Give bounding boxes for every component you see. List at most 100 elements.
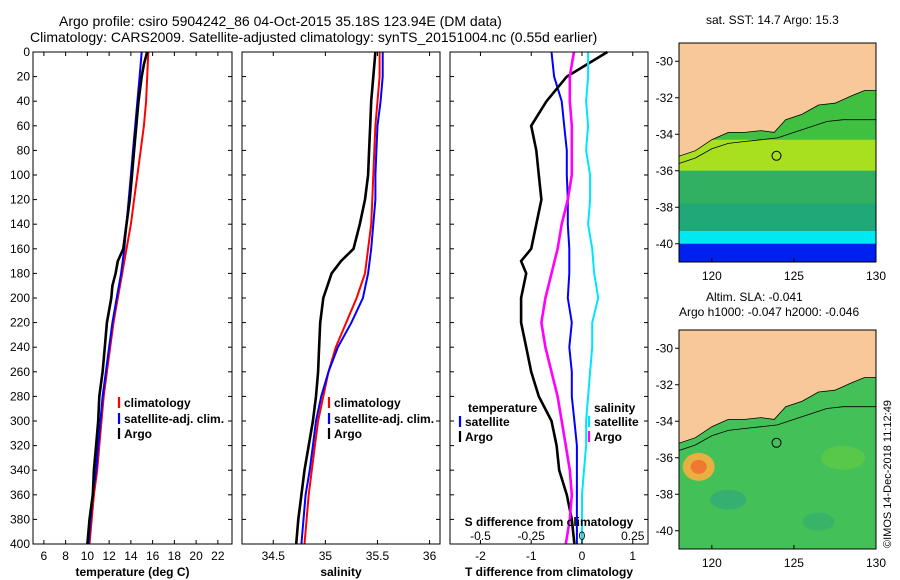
x-tick-label: 8 [62,549,69,563]
plot-frame [32,51,233,545]
x-tick-label: 16 [146,549,160,563]
y-tick-label: 200 [10,291,30,305]
legend-label: Argo [124,427,152,441]
map-frame [678,329,877,550]
x-tick-label: 125 [784,556,804,570]
series-climatology [88,51,150,545]
sst-band [679,203,876,231]
series-satellite-adj-clim- [87,51,143,545]
sst-band-cool [679,230,876,244]
x-axis-label: temperature (deg C) [75,565,189,579]
y-tick-label: 0 [23,45,30,59]
x2-tick-label: -0.25 [518,529,546,543]
shelf-contour [678,119,876,164]
y-tick-label: 240 [10,340,30,354]
x-tick-label: 120 [702,556,722,570]
x2-tick-label: -0.5 [470,529,491,543]
land-mass [678,42,877,157]
legend-label: satellite-adj. clim. [124,412,224,426]
plot-frame [241,51,441,545]
plot-title-line1: Argo profile: csiro 5904242_86 04-Oct-20… [59,13,502,29]
sla-eddy-low [802,512,835,531]
x-tick-label: 1 [629,549,636,563]
series-t-satellite [550,51,578,544]
legend-label: Argo [594,430,622,444]
y-tick-label: 160 [10,242,30,256]
sla-map-title2: Argo h1000: -0.047 h2000: -0.046 [679,305,860,319]
x-tick-label: 125 [784,269,804,283]
legend-label: satellite [594,415,639,429]
series-s-argo [540,51,576,545]
y-tick-label: -40 [656,524,674,538]
y-tick-label: -40 [656,237,674,251]
x-tick-label: -1 [526,549,537,563]
profile-location-marker [771,150,782,161]
salinity-panel: 34.5 35 35.5 36 salinity climatology satellite… [241,51,441,579]
x-tick-label: 6 [41,549,48,563]
x-tick-label: 36 [423,549,437,563]
temperature-panel: 0 20 40 60 80 100 120 140 160 180 200 220 240 260 280 3… [10,45,233,579]
x-tick-label: 120 [702,269,722,283]
series-argo [294,51,377,545]
x-tick-label: 130 [866,269,886,283]
sla-map-title: Altim. SLA: -0.041 [706,290,803,304]
legend-label: climatology [124,396,191,410]
x-tick-label: 12 [102,549,116,563]
legend-title-salinity: salinity [594,401,636,415]
y-tick-label: -30 [656,341,674,355]
series-satellite-adj-clim- [300,52,384,545]
y-tick-label: 400 [10,537,30,551]
y-tick-label: 120 [10,193,30,207]
plot-frame [449,51,649,545]
y-tick-label: 300 [10,414,30,428]
x2-axis-label: S difference from climatology [465,515,634,529]
y-tick-label: 100 [10,168,30,182]
sst-map-title: sat. SST: 14.7 Argo: 15.3 [706,13,839,27]
sst-band-cold [679,243,876,262]
x-axis-label: salinity [320,565,362,579]
y-tick-label: 180 [10,266,30,280]
y-tick-label: -34 [656,127,674,141]
x-axis-label: T difference from climatology [465,565,633,579]
land-mass [678,329,877,444]
y-tick-label: 220 [10,316,30,330]
x-tick-label: 18 [168,549,182,563]
sst-band-warm [679,139,876,171]
y-tick-label: 340 [10,463,30,477]
x2-tick-label: 0 [579,529,586,543]
y-tick-label: -36 [656,164,674,178]
y-tick-label: -38 [656,200,674,214]
imos-credit: ©IMOS 14-Dec-2018 11:12:49 [882,400,894,548]
y-tick-label: -38 [656,487,674,501]
y-tick-label: -32 [656,91,674,105]
y-tick-label: 40 [17,94,31,108]
series-climatology [303,52,381,545]
y-tick-label: 260 [10,365,30,379]
sla-eddy-low [710,489,747,510]
sst-map: -30 -32 -34 -36 -38 -40 120 125 130 [656,42,886,283]
y-tick-label: 80 [17,143,31,157]
y-tick-label: -34 [656,414,674,428]
legend-title-temperature: temperature [468,401,538,415]
map-frame [678,42,877,263]
profile-location-marker [771,437,782,448]
legend-label: climatology [334,396,401,410]
legend-label: Argo [334,427,362,441]
x-tick-label: 10 [81,549,95,563]
series-s-satellite [581,52,600,544]
x-tick-label: 35.5 [366,549,390,563]
legend-label: satellite [465,415,510,429]
y-tick-label: 280 [10,389,30,403]
x2-tick-label: 0.25 [621,529,645,543]
x-tick-label: 35 [319,549,333,563]
series-t-argo [519,50,609,545]
y-tick-label: 140 [10,217,30,231]
series-argo [86,51,149,545]
sla-eddy-core [690,459,707,474]
shelf-contour [678,406,876,451]
x-tick-label: 130 [866,556,886,570]
x-tick-label: 14 [124,549,138,563]
sst-band [679,170,876,204]
legend-label: Argo [465,430,493,444]
